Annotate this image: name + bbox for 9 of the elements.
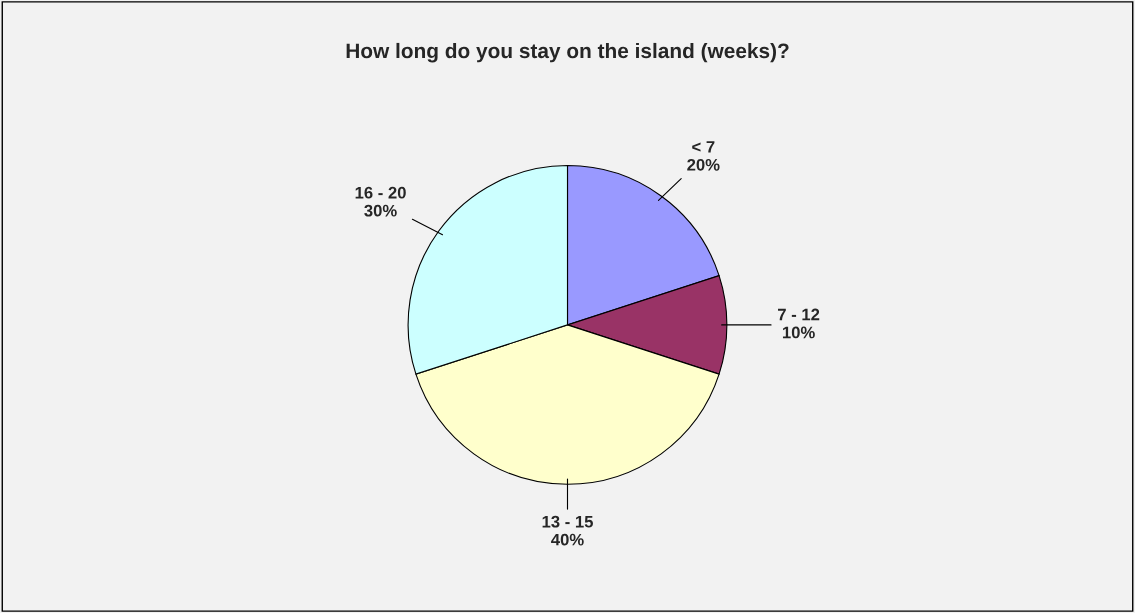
slice-label: 16 - 20: [355, 186, 406, 199]
data-label: 40%: [551, 533, 584, 546]
slice-label: < 7: [692, 141, 715, 153]
slice-label: 13 - 15: [542, 515, 593, 528]
data-label: 10%: [782, 326, 815, 339]
chart-title: How long do you stay on the island (weeks)?: [346, 42, 789, 63]
data-label: 20%: [687, 158, 720, 171]
slice-label: 7 - 12: [778, 308, 820, 321]
data-label: 30%: [364, 204, 397, 217]
